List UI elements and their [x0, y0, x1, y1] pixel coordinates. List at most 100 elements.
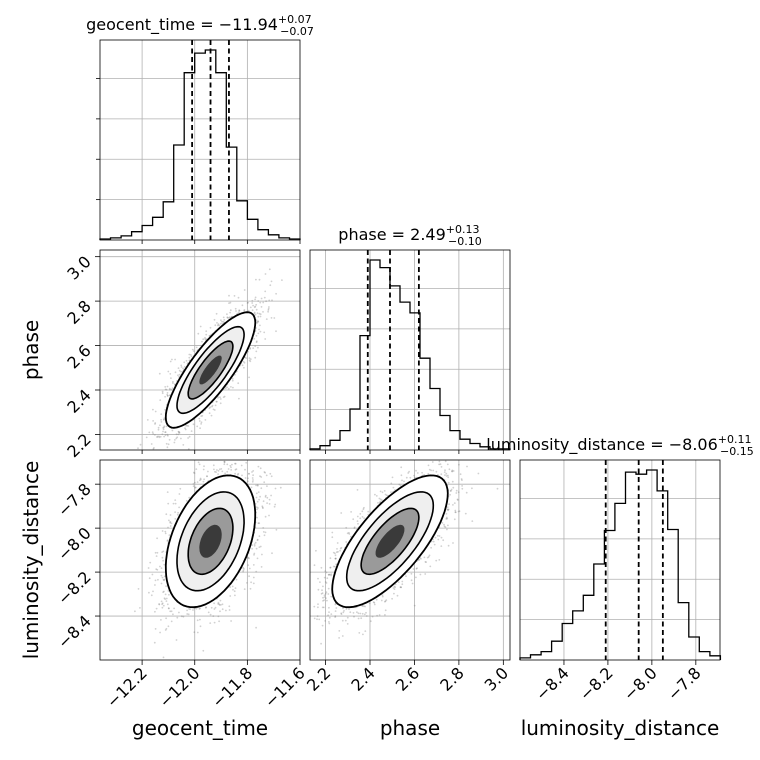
- sample-point: [243, 588, 246, 590]
- sample-point: [260, 476, 263, 478]
- sample-point: [166, 385, 169, 388]
- sample-point: [156, 537, 159, 540]
- sample-point: [175, 433, 178, 436]
- sample-point: [160, 567, 163, 569]
- sample-point: [165, 617, 168, 620]
- sample-point: [174, 371, 177, 374]
- sample-point: [261, 553, 263, 556]
- sample-point: [238, 397, 240, 400]
- sample-point: [179, 487, 182, 490]
- sample-point: [245, 461, 248, 464]
- sample-point: [160, 582, 163, 585]
- sample-point: [247, 301, 249, 304]
- ylabel-phase: phase: [19, 320, 43, 380]
- sample-point: [257, 346, 259, 349]
- sample-point: [187, 425, 190, 427]
- sample-point: [146, 419, 149, 421]
- sample-point: [237, 296, 240, 299]
- sample-point: [150, 443, 153, 445]
- sample-point: [251, 309, 254, 312]
- sample-point: [229, 311, 232, 314]
- sample-point: [190, 355, 193, 358]
- sample-point: [205, 330, 208, 333]
- sample-point: [199, 625, 202, 628]
- sample-point: [216, 322, 218, 324]
- sample-point: [171, 429, 174, 432]
- sample-point: [249, 358, 252, 360]
- sample-point: [175, 639, 178, 641]
- sample-point: [211, 405, 213, 408]
- sample-point: [213, 468, 215, 471]
- sample-point: [227, 468, 230, 470]
- sample-point: [252, 576, 255, 579]
- sample-point: [218, 620, 221, 623]
- sample-point: [254, 345, 257, 348]
- sample-point: [256, 500, 259, 503]
- sample-point: [162, 418, 165, 421]
- sample-point: [175, 437, 178, 440]
- sample-point: [226, 463, 229, 466]
- sample-point: [185, 499, 188, 502]
- sample-point: [193, 481, 196, 484]
- sample-point: [221, 608, 224, 611]
- sample-point: [253, 543, 256, 545]
- sample-point: [161, 390, 164, 393]
- sample-point: [196, 481, 199, 483]
- sample-point: [197, 332, 200, 335]
- sample-point: [199, 618, 201, 621]
- sample-point: [232, 386, 234, 389]
- sample-point: [199, 325, 202, 328]
- sample-point: [209, 613, 212, 616]
- sample-point: [235, 578, 238, 581]
- sample-point: [259, 313, 262, 316]
- sample-point: [166, 603, 169, 606]
- sample-point: [259, 467, 262, 470]
- sample-point: [240, 464, 243, 467]
- sample-point: [254, 298, 256, 301]
- sample-point: [254, 356, 257, 359]
- sample-point: [233, 295, 236, 297]
- sample-point: [265, 318, 268, 320]
- sample-point: [226, 316, 229, 319]
- sample-point: [201, 414, 204, 417]
- sample-point: [226, 313, 228, 316]
- sample-point: [180, 437, 182, 440]
- sample-point: [177, 433, 180, 436]
- sample-point: [165, 442, 168, 445]
- sample-point: [213, 621, 216, 624]
- sample-point: [180, 366, 183, 368]
- sample-point: [231, 379, 234, 382]
- sample-point: [234, 462, 236, 465]
- sample-point: [273, 317, 276, 319]
- sample-point: [259, 301, 262, 304]
- sample-point: [172, 380, 174, 383]
- sample-point: [263, 534, 266, 537]
- sample-point: [178, 369, 181, 372]
- sample-point: [243, 310, 246, 312]
- sample-point: [213, 608, 216, 610]
- sample-point: [224, 387, 227, 390]
- sample-point: [164, 395, 167, 398]
- sample-point: [157, 578, 159, 581]
- sample-point: [155, 555, 158, 557]
- sample-point: [203, 465, 205, 468]
- sample-point: [184, 428, 187, 431]
- sample-point: [229, 595, 232, 597]
- panel-geocent_time-vs-luminosity_distance: [99, 459, 301, 661]
- sample-point: [161, 530, 164, 532]
- sample-point: [172, 613, 174, 616]
- sample-point: [220, 322, 222, 325]
- sample-point: [165, 513, 168, 516]
- sample-point: [139, 607, 141, 609]
- sample-point: [174, 518, 177, 520]
- sample-point: [207, 470, 209, 473]
- sample-point: [262, 531, 265, 533]
- sample-point: [178, 431, 181, 434]
- sample-point: [162, 427, 165, 429]
- xlabel-luminosity-distance: luminosity_distance: [521, 716, 720, 740]
- sample-point: [177, 374, 179, 377]
- sample-point: [255, 570, 258, 573]
- sample-point: [208, 407, 211, 410]
- panel-geocent_time-vs-phase: [99, 249, 301, 451]
- sample-point: [255, 350, 258, 353]
